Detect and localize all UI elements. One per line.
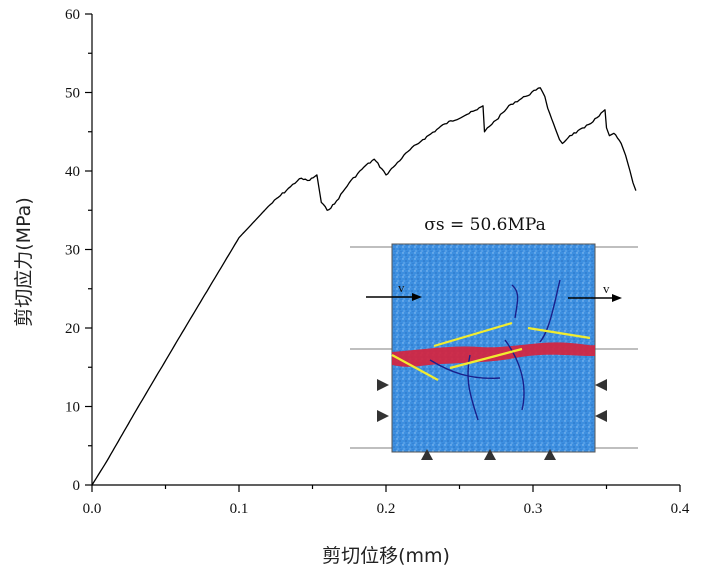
bottom-support-1	[421, 449, 433, 460]
y-axis-title: 剪切应力(MPa)	[13, 197, 35, 326]
y-tick-label: 0	[73, 478, 81, 494]
bottom-support-2	[484, 449, 496, 460]
left-arrow-head	[412, 293, 422, 301]
y-tick-label: 60	[65, 7, 80, 23]
x-tick-label: 0.2	[377, 501, 396, 517]
inset-simulation-image: σs = 50.6MPa v v	[350, 215, 638, 460]
y-tick-label: 40	[65, 164, 80, 180]
x-axis-title: 剪切位移(mm)	[322, 545, 450, 567]
x-tick-label: 0.3	[524, 501, 543, 517]
inset-title: σs = 50.6MPa	[424, 215, 545, 235]
y-tick-label: 10	[65, 400, 80, 416]
bottom-support-3	[544, 449, 556, 460]
left-support-2	[377, 410, 389, 422]
y-tick-label: 30	[65, 243, 80, 259]
left-support-1	[377, 379, 389, 391]
right-support-1	[595, 379, 607, 391]
shear-line-4	[527, 326, 591, 340]
x-tick-label: 0.1	[230, 501, 249, 517]
y-ticks: 0 10 20 30 40 50 60	[65, 7, 92, 494]
crack-band	[392, 342, 595, 367]
shear-line-2	[433, 321, 513, 348]
stress-displacement-curve	[91, 87, 637, 486]
y-tick-label: 50	[65, 86, 80, 102]
right-velocity-label: v	[603, 281, 610, 296]
x-tick-label: 0.4	[671, 501, 690, 517]
right-support-2	[595, 410, 607, 422]
x-tick-label: 0.0	[83, 501, 102, 517]
y-tick-label: 20	[65, 321, 80, 337]
left-velocity-label: v	[398, 280, 405, 295]
shear-line-1	[391, 354, 439, 381]
x-ticks: 0.0 0.1 0.2 0.3 0.4	[83, 485, 690, 517]
right-arrow-head	[612, 294, 622, 302]
shear-line-3	[449, 347, 523, 370]
crack-branches	[429, 279, 561, 421]
